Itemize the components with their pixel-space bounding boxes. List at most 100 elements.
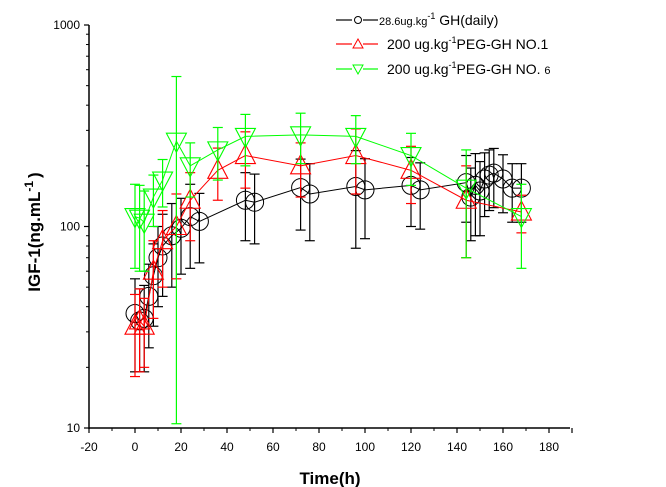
x-tick-label: 20 xyxy=(174,440,188,454)
data-point xyxy=(235,190,255,210)
data-point xyxy=(128,308,151,330)
marker-center-dot xyxy=(143,221,145,223)
data-point xyxy=(400,146,422,168)
series-0 xyxy=(125,147,531,373)
marker-center-dot xyxy=(189,165,191,167)
marker-center-dot xyxy=(139,320,141,322)
x-tick-label: 60 xyxy=(266,440,280,454)
legend-item-0: 28.6ug.kg-1 GH(daily) xyxy=(336,11,498,28)
legend-label: 200 ug.kg-1PEG-GH NO.1 xyxy=(387,35,549,52)
marker-center-dot xyxy=(419,189,421,191)
marker-center-dot xyxy=(488,174,490,176)
y-axis-title-close: ) xyxy=(25,172,44,178)
data-point xyxy=(245,192,265,212)
legend-label: 28.6ug.kg-1 GH(daily) xyxy=(379,11,498,28)
y-tick-label: 10 xyxy=(67,421,81,435)
data-point xyxy=(151,171,174,193)
x-tick-label: 40 xyxy=(220,440,234,454)
legend-marker-triangle-up xyxy=(352,37,364,49)
marker-center-dot xyxy=(152,196,154,198)
series-line xyxy=(134,134,522,224)
marker-center-dot xyxy=(502,178,504,180)
marker-center-dot xyxy=(300,165,302,167)
marker-center-dot xyxy=(180,227,182,229)
x-tick-label: 180 xyxy=(539,440,559,454)
x-tick-label: 100 xyxy=(355,440,375,454)
legend-label-main: 200 ug.kg xyxy=(387,36,449,52)
y-tick-label: 100 xyxy=(60,220,80,234)
data-point xyxy=(234,127,257,149)
y-tick-label: 1000 xyxy=(53,18,80,32)
data-point xyxy=(165,132,188,154)
legend-label-sup: -1 xyxy=(427,11,435,21)
marker-center-dot xyxy=(410,154,412,157)
legend-label-main: 200 ug.kg xyxy=(387,61,449,77)
data-point xyxy=(142,259,165,280)
legend-item-1: 200 ug.kg-1PEG-GH NO.1 xyxy=(336,35,549,52)
data-point xyxy=(479,165,499,185)
legend: 28.6ug.kg-1 GH(daily)200 ug.kg-1PEG-GH N… xyxy=(336,11,551,77)
marker-center-dot xyxy=(175,140,177,142)
data-point xyxy=(133,213,156,235)
marker-center-dot xyxy=(364,189,366,191)
legend-item-2: 200 ug.kg-1PEG-GH NO. 6 xyxy=(336,60,551,77)
series-2 xyxy=(124,75,533,425)
data-point xyxy=(179,157,202,179)
marker-center-dot xyxy=(355,135,357,137)
marker-center-dot xyxy=(143,325,145,327)
legend-label-sup: -1 xyxy=(449,35,457,45)
marker-center-dot xyxy=(162,240,164,242)
series-1 xyxy=(124,128,533,378)
data-point xyxy=(289,153,312,175)
marker-center-dot xyxy=(189,199,191,201)
marker-center-dot xyxy=(254,201,256,203)
marker-center-dot xyxy=(520,215,523,218)
data-point xyxy=(133,314,156,335)
marker-center-dot xyxy=(134,325,136,327)
legend-label-rest: GH(daily) xyxy=(435,12,498,28)
axes: -20 0 20 40 60 80 100 120 140 160 180 10 100 1000 xyxy=(53,18,573,454)
data-point xyxy=(151,228,174,250)
marker-center-dot xyxy=(309,193,311,195)
marker-center-dot xyxy=(474,184,476,186)
data-point xyxy=(455,179,478,201)
legend-label-tail: 6 xyxy=(544,65,550,77)
marker-center-dot xyxy=(493,172,495,174)
data-point xyxy=(128,209,151,231)
legend-marker-circle xyxy=(354,16,362,24)
data-point xyxy=(289,126,312,148)
data-point xyxy=(484,163,504,183)
data-point xyxy=(510,208,533,229)
marker-center-dot xyxy=(152,270,154,272)
marker-center-dot xyxy=(171,235,173,237)
x-tick-label: 160 xyxy=(493,440,513,454)
data-point xyxy=(344,127,367,149)
y-ticks: 10 100 1000 xyxy=(53,18,89,435)
marker-center-dot xyxy=(465,187,467,189)
x-axis-title: Time(h) xyxy=(299,469,360,487)
y-axis-title-main: IGF-1(ng.mL xyxy=(25,192,44,292)
x-tick-label: 120 xyxy=(401,440,421,454)
legend-label-rest: PEG-GH NO.1 xyxy=(457,36,549,52)
marker-center-dot xyxy=(162,179,164,181)
marker-center-dot xyxy=(139,217,141,219)
y-axis-title: IGF-1(ng.mL-1) xyxy=(22,172,44,291)
data-point xyxy=(142,188,165,210)
legend-label: 200 ug.kg-1PEG-GH NO. 6 xyxy=(387,60,551,77)
x-tick-label: 140 xyxy=(447,440,467,454)
marker-center-dot xyxy=(484,178,486,180)
x-tick-label: -20 xyxy=(80,440,98,454)
marker-center-dot xyxy=(300,134,302,136)
x-tick-label: 0 xyxy=(132,440,139,454)
marker-center-dot xyxy=(244,135,246,137)
data-point xyxy=(206,141,229,163)
marker-center-dot xyxy=(198,220,200,223)
series-layer xyxy=(124,75,533,425)
legend-label-rest: PEG-GH NO. xyxy=(457,61,545,77)
data-point xyxy=(179,188,202,209)
marker-center-dot xyxy=(217,149,219,151)
y-axis-title-sup: -1 xyxy=(22,181,36,192)
x-tick-label: 80 xyxy=(312,440,326,454)
legend-label-sup: -1 xyxy=(449,60,457,70)
